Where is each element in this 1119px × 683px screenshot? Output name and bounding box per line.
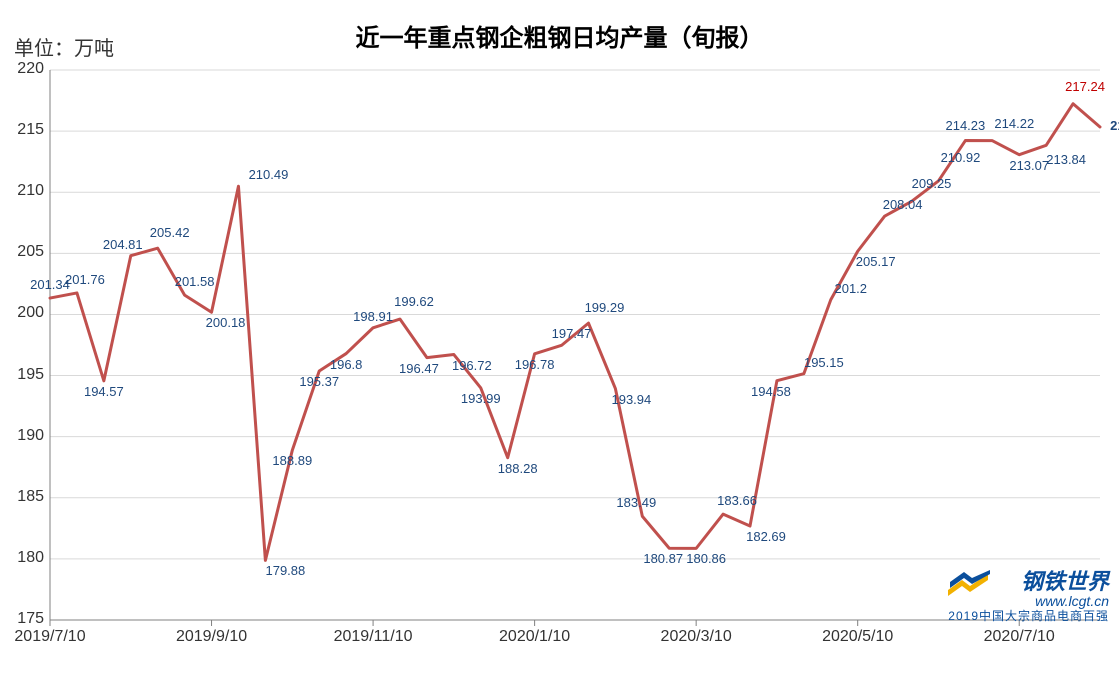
y-tick-label: 210: [4, 182, 44, 200]
data-point-label: 179.88: [265, 563, 305, 578]
y-tick-label: 220: [4, 60, 44, 78]
x-tick-label: 2019/7/10: [0, 628, 100, 646]
watermark-icon: [948, 570, 992, 596]
data-point-label: 204.81: [103, 237, 143, 252]
watermark-brand: 钢铁世界: [1021, 570, 1109, 594]
data-point-label: 193.99: [461, 391, 501, 406]
x-tick-label: 2019/9/10: [162, 628, 262, 646]
data-point-label: 215.34: [1110, 118, 1119, 133]
data-point-label: 196.78: [515, 357, 555, 372]
data-point-label: 200.18: [206, 315, 246, 330]
data-point-label: 199.62: [394, 294, 434, 309]
data-point-label: 205.42: [150, 225, 190, 240]
data-point-label: 214.23: [945, 118, 985, 133]
data-point-label: 213.84: [1046, 152, 1086, 167]
x-tick-label: 2020/1/10: [485, 628, 585, 646]
data-point-label: 213.07: [1009, 158, 1049, 173]
data-point-label: 195.15: [804, 355, 844, 370]
x-tick-label: 2020/7/10: [969, 628, 1069, 646]
data-point-label: 201.2: [834, 281, 867, 296]
data-point-label: 193.94: [611, 392, 651, 407]
data-point-label: 208.04: [883, 197, 923, 212]
x-tick-label: 2020/3/10: [646, 628, 746, 646]
data-point-label: 201.76: [65, 272, 105, 287]
watermark-subtitle: 2019中国大宗商品电商百强: [948, 610, 1109, 623]
x-tick-label: 2020/5/10: [808, 628, 908, 646]
data-point-label: 217.24: [1065, 79, 1105, 94]
data-point-label: 209.25: [912, 176, 952, 191]
data-point-label: 210.92: [941, 150, 981, 165]
chart-container: 单位：万吨 近一年重点钢企粗钢日均产量（旬报） 1751801851901952…: [0, 0, 1119, 683]
data-point-label: 195.37: [299, 374, 339, 389]
data-point-label: 188.28: [498, 461, 538, 476]
data-point-label: 183.66: [717, 493, 757, 508]
y-tick-label: 195: [4, 366, 44, 384]
data-point-label: 183.49: [616, 495, 656, 510]
data-point-label: 198.91: [353, 309, 393, 324]
data-point-label: 201.34: [30, 277, 70, 292]
x-tick-label: 2019/11/10: [323, 628, 423, 646]
y-tick-label: 180: [4, 549, 44, 567]
y-tick-label: 185: [4, 488, 44, 506]
y-tick-label: 205: [4, 243, 44, 261]
watermark-logo: 钢铁世界: [1021, 570, 1109, 594]
data-point-label: 182.69: [746, 529, 786, 544]
data-point-label: 201.58: [175, 274, 215, 289]
data-point-label: 210.49: [249, 167, 289, 182]
data-point-label: 196.47: [399, 361, 439, 376]
data-point-label: 196.72: [452, 358, 492, 373]
data-point-label: 180.86: [686, 551, 726, 566]
y-tick-label: 190: [4, 427, 44, 445]
data-point-label: 194.57: [84, 384, 124, 399]
y-tick-label: 200: [4, 304, 44, 322]
data-point-label: 205.17: [856, 254, 896, 269]
y-tick-label: 215: [4, 121, 44, 139]
data-point-label: 194.58: [751, 384, 791, 399]
data-point-label: 214.22: [994, 116, 1034, 131]
data-point-label: 199.29: [585, 300, 625, 315]
watermark-url: www.lcgt.cn: [948, 594, 1109, 609]
data-point-label: 197.47: [552, 326, 592, 341]
data-point-label: 188.89: [272, 453, 312, 468]
data-point-label: 196.8: [330, 357, 363, 372]
watermark: 钢铁世界 www.lcgt.cn 2019中国大宗商品电商百强: [948, 570, 1109, 623]
y-tick-label: 175: [4, 610, 44, 628]
data-point-label: 180.87: [643, 551, 683, 566]
